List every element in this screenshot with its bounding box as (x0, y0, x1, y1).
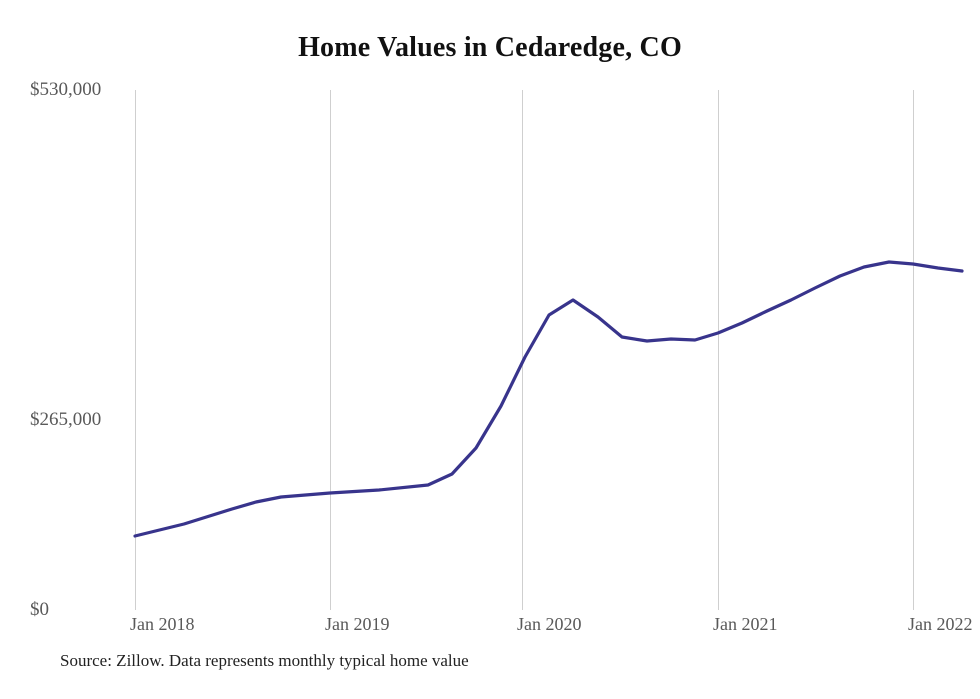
chart-title: Home Values in Cedaredge, CO (0, 32, 980, 64)
source-text: Source: Zillow. Data represents monthly … (60, 651, 469, 671)
x-axis-label-jan2019: Jan 2019 (325, 614, 390, 635)
plot-area: $530,000 $265,000 $0 Jan 2018 Jan 2019 J… (30, 90, 980, 610)
x-axis-label-jan2022: Jan 2022 (908, 614, 973, 635)
home-value-line-chart (30, 90, 980, 610)
x-axis-label-jan2018: Jan 2018 (130, 614, 195, 635)
chart-container: Home Values in Cedaredge, CO $530,000 $2… (0, 0, 980, 699)
x-axis-label-jan2020: Jan 2020 (517, 614, 582, 635)
x-axis-label-jan2021: Jan 2021 (713, 614, 778, 635)
home-value-trend-line (135, 262, 962, 536)
